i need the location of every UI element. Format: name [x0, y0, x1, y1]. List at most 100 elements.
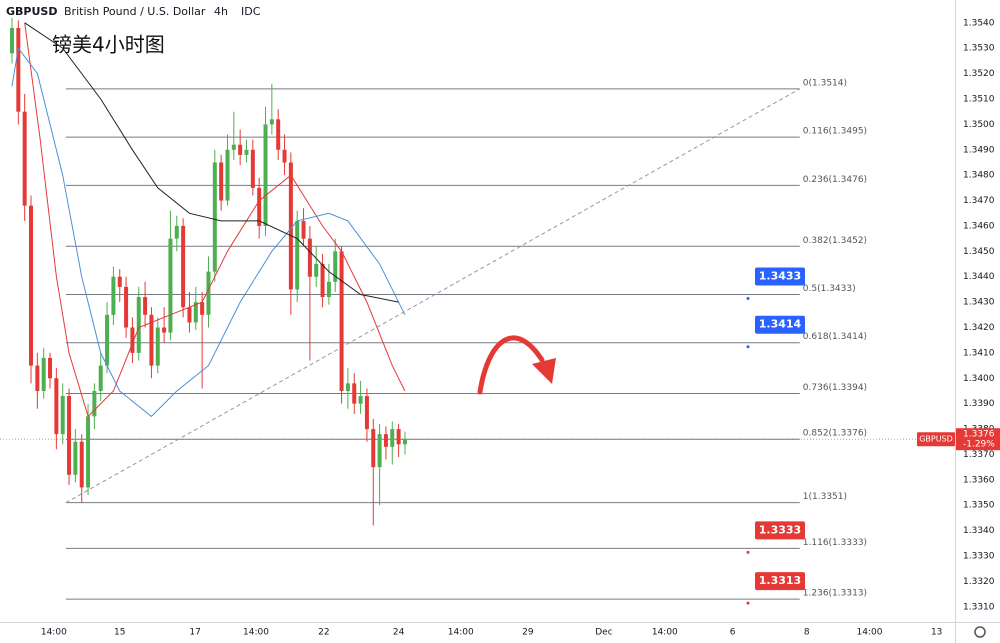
candle-body: [29, 205, 34, 366]
candle-body: [269, 119, 274, 125]
price-tag-label: 1.3313: [759, 574, 801, 587]
y-tick-label: 1.3390: [963, 399, 995, 409]
candle-body: [60, 396, 65, 435]
y-tick-label: 1.3400: [963, 374, 995, 384]
candle-body: [16, 27, 21, 112]
price-tag-label: 1.3333: [759, 523, 801, 536]
candle-body: [149, 314, 154, 366]
moving-average: [24, 22, 399, 303]
y-tick-label: 1.3450: [963, 247, 995, 257]
candle-body: [307, 238, 312, 277]
candle-body: [22, 111, 27, 206]
fib-label: 0.618(1.3414): [803, 332, 867, 342]
candle-body: [67, 396, 72, 475]
candle-body: [79, 441, 84, 488]
candle-body: [326, 281, 331, 298]
y-tick-label: 1.3310: [963, 602, 995, 612]
candle-body: [136, 297, 141, 353]
candle-body: [212, 162, 217, 272]
candle-body: [168, 238, 173, 333]
y-tick-label: 1.3530: [963, 44, 995, 54]
instrument-name: British Pound / U.S. Dollar: [64, 5, 206, 18]
price-tag-label: 1.3414: [759, 318, 802, 331]
price-tag-box: [755, 572, 805, 591]
trend-line: [65, 88, 801, 504]
price-tag-box: [755, 315, 805, 334]
y-tick-label: 1.3510: [963, 95, 995, 105]
price-tag-anchor: [746, 550, 750, 554]
candle-body: [124, 286, 129, 328]
candle-body: [364, 396, 369, 430]
candle-body: [187, 307, 192, 323]
forecast-arrow: [477, 335, 556, 395]
candle-body: [219, 162, 224, 201]
candle-body: [48, 357, 53, 379]
fib-label: 0.382(1.3452): [803, 236, 867, 246]
arrow-curve: [477, 335, 545, 395]
interval: 4h: [214, 5, 228, 18]
y-tick-label: 1.3360: [963, 475, 995, 485]
x-tick-label: 14:00: [652, 628, 678, 638]
price-tag: 1.3313: [746, 572, 805, 605]
candle-body: [345, 383, 350, 391]
candle-body: [105, 314, 110, 366]
candle-body: [402, 439, 407, 445]
header: GBPUSD British Pound / U.S. Dollar 4h ID…: [6, 5, 261, 18]
price-tag-anchor: [746, 296, 750, 300]
fib-label: 0.236(1.3476): [803, 175, 867, 185]
y-tick-label: 1.3420: [963, 323, 995, 333]
candle-body: [295, 220, 300, 290]
settings-icon[interactable]: [974, 626, 986, 638]
chart-title: 镑美4小时图: [52, 33, 165, 57]
last-price-change: -1.29%: [963, 440, 995, 450]
plot: 0(1.3514) 0.116(1.3495) 0.236(1.3476) 0.382…: [0, 17, 955, 605]
x-tick-label: 14:00: [857, 628, 883, 638]
y-tick-label: 1.3350: [963, 501, 995, 511]
candle-body: [390, 429, 395, 447]
candle-body: [54, 378, 59, 435]
candle-body: [143, 297, 148, 315]
x-tick-label: 14:00: [41, 628, 67, 638]
candle-body: [200, 302, 205, 315]
y-tick-label: 1.3540: [963, 18, 995, 28]
candle-body: [377, 434, 382, 468]
price-tag-box: [755, 267, 805, 286]
candle-body: [174, 225, 179, 239]
gear[interactable]: [974, 626, 986, 638]
fib-label: 1(1.3351): [803, 492, 847, 502]
candle-body: [206, 271, 211, 315]
candle-body: [86, 416, 91, 488]
moving-average: [24, 22, 406, 418]
y-tick-label: 1.3330: [963, 551, 995, 561]
fib-label: 1.236(1.3313): [803, 589, 867, 599]
candle-body: [231, 144, 236, 150]
fib-label: 0.852(1.3376): [803, 429, 867, 439]
x-tick-label: 14:00: [448, 628, 474, 638]
candle-body: [339, 251, 344, 391]
source: IDC: [241, 5, 261, 18]
candle-body: [41, 357, 46, 391]
candle-body: [263, 124, 268, 226]
x-tick-label: 8: [804, 628, 810, 638]
x-tick-label: Dec: [595, 628, 612, 638]
candle-body: [358, 396, 363, 404]
candle-body: [383, 434, 388, 447]
x-tick-label: 24: [393, 628, 405, 638]
x-tick-label: 17: [189, 628, 200, 638]
y-tick-label: 1.3490: [963, 145, 995, 155]
y-tick-label: 1.3470: [963, 196, 995, 206]
candle-body: [225, 149, 230, 201]
candle-body: [276, 119, 281, 150]
fib-label: 1.116(1.3333): [803, 538, 867, 548]
candle-body: [301, 220, 306, 239]
symbol-tag: GBPUSD: [919, 435, 953, 444]
x-tick-label: 6: [730, 628, 736, 638]
arrow-head: [532, 358, 556, 384]
x-tick-label: 22: [318, 628, 329, 638]
last-price-label: 1.3376: [963, 430, 995, 440]
candle-body: [314, 264, 319, 277]
x-tick-label: 15: [114, 628, 125, 638]
price-tag-anchor: [746, 345, 750, 349]
candle-body: [111, 276, 116, 315]
